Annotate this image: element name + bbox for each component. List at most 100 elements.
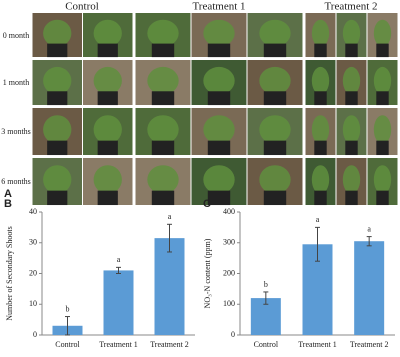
y-axis-label: NO₃-N content (ppm) — [203, 238, 212, 308]
pot — [151, 43, 175, 58]
plant — [342, 19, 361, 47]
plant — [43, 66, 72, 95]
significance-letter: a — [168, 212, 172, 221]
x-tick-label: Treatment 1 — [99, 340, 138, 349]
y-axis-label: Number of Secondary Shoots — [5, 226, 14, 320]
pot — [207, 43, 231, 58]
plant — [93, 115, 122, 144]
plant — [147, 66, 179, 95]
photo-grid — [32, 13, 398, 206]
pot — [97, 190, 118, 206]
pot — [47, 91, 68, 106]
plant — [147, 115, 179, 144]
y-tick-label: 30 — [29, 238, 37, 247]
x-tick-label: Control — [55, 340, 80, 349]
pot — [345, 140, 358, 156]
pot — [376, 190, 389, 206]
pot — [207, 91, 231, 106]
y-tick-label: 300 — [223, 238, 235, 247]
significance-letter: a — [316, 215, 320, 224]
x-tick-label: Treatment 2 — [150, 340, 189, 349]
x-tick-label: Treatment 1 — [298, 340, 337, 349]
pot — [47, 43, 68, 58]
y-tick-label: 20 — [29, 268, 37, 277]
plant — [373, 165, 392, 195]
plant — [93, 165, 122, 195]
plant — [43, 19, 72, 47]
row-label: 0 month — [3, 31, 29, 40]
y-tick-label: 100 — [223, 299, 235, 308]
plant — [93, 19, 122, 47]
plant — [43, 165, 72, 195]
pot — [376, 43, 389, 58]
pot — [345, 91, 358, 106]
plant — [259, 115, 291, 144]
pot — [97, 91, 118, 106]
row-label: 1 month — [3, 78, 29, 87]
y-tick-label: 400 — [223, 207, 235, 216]
column-header: Control — [65, 1, 99, 13]
pot — [345, 43, 358, 58]
pot — [263, 190, 287, 206]
column-header: Treatment 2 — [324, 1, 377, 13]
pot — [263, 140, 287, 156]
pot — [151, 140, 175, 156]
y-tick-label: 40 — [29, 207, 37, 216]
bar — [154, 238, 185, 335]
plant — [259, 66, 291, 95]
pot — [47, 140, 68, 156]
significance-letter: b — [264, 280, 268, 289]
panel-label: C — [203, 198, 211, 210]
pot — [314, 140, 327, 156]
plant — [203, 19, 235, 47]
y-tick-label: 10 — [29, 299, 37, 308]
y-tick-label: 200 — [223, 268, 235, 277]
panel-label: B — [4, 198, 12, 210]
pot — [345, 190, 358, 206]
plant — [147, 19, 179, 47]
plant — [203, 66, 235, 95]
y-tick-label: 0 — [33, 330, 37, 339]
row-label: 3 months — [1, 127, 31, 136]
plant — [203, 115, 235, 144]
plant — [342, 165, 361, 195]
pot — [376, 140, 389, 156]
pot — [97, 140, 118, 156]
row-label: 6 months — [1, 177, 31, 186]
pot — [263, 43, 287, 58]
plant — [373, 19, 392, 47]
pot — [97, 43, 118, 58]
plant — [147, 165, 179, 195]
pot — [151, 91, 175, 106]
plant — [203, 165, 235, 195]
plant — [342, 66, 361, 95]
pot — [314, 190, 327, 206]
pot — [151, 190, 175, 206]
x-tick-label: Treatment 2 — [350, 340, 389, 349]
plant — [311, 165, 330, 195]
pot — [314, 91, 327, 106]
pot — [207, 140, 231, 156]
x-tick-label: Control — [254, 340, 279, 349]
significance-letter: a — [117, 255, 121, 264]
panel-label: A — [4, 188, 12, 200]
column-header: Treatment 1 — [192, 1, 245, 13]
bar — [354, 241, 385, 335]
plant — [373, 115, 392, 144]
pot — [263, 91, 287, 106]
plant — [259, 165, 291, 195]
plant — [342, 115, 361, 144]
plant — [311, 19, 330, 47]
pot — [376, 91, 389, 106]
plant — [259, 19, 291, 47]
pot — [47, 190, 68, 206]
plant — [43, 115, 72, 144]
pot — [207, 190, 231, 206]
plant — [93, 66, 122, 95]
bar — [103, 270, 134, 335]
plant — [311, 115, 330, 144]
plant — [311, 66, 330, 95]
plant — [373, 66, 392, 95]
significance-letter: b — [66, 304, 70, 313]
